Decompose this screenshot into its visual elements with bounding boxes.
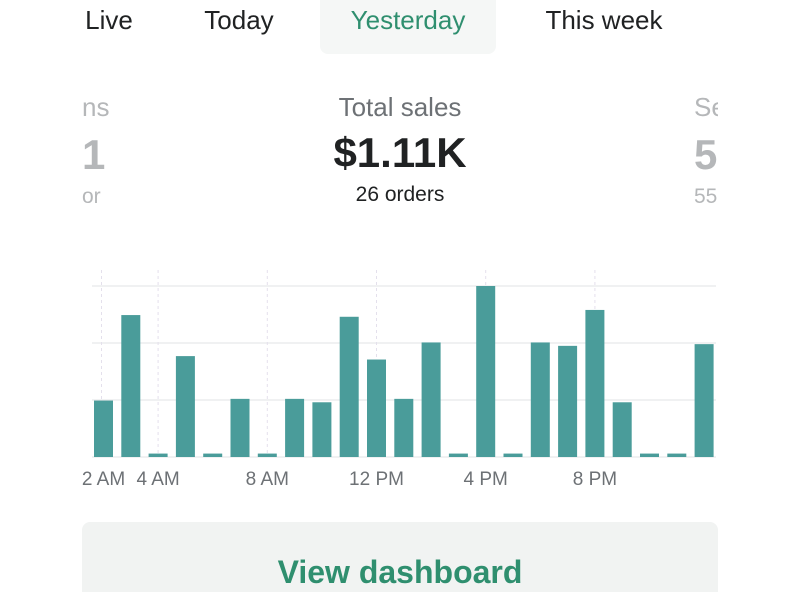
bar-5-pm [503, 453, 523, 457]
total-sales-label: Total sales [338, 92, 462, 122]
x-tick-label-0: 2 AM [82, 469, 125, 490]
x-tick-label-2: 8 AM [246, 469, 289, 490]
bar-11-pm [667, 453, 687, 457]
stat-right-sub: 55 [694, 185, 718, 208]
bar-8-am [257, 453, 277, 457]
bar-6-pm [530, 342, 550, 457]
tab-this-week[interactable]: This week [545, 5, 663, 35]
bar-7-pm [558, 345, 578, 457]
bar-11-am [339, 316, 359, 457]
bar-10-pm [640, 453, 659, 457]
bar-1-pm [394, 398, 414, 457]
bar-5-am [175, 356, 195, 457]
x-tick-label-3: 12 PM [349, 469, 404, 490]
bar-6-am [203, 453, 223, 457]
bar-2-pm [421, 342, 441, 457]
sales-bar-chart: 2 AM 4 AM 8 AM 12 PM 4 PM 8 PM [82, 270, 716, 490]
stat-total-sales[interactable]: Total sales $1.11K 26 orders [280, 92, 520, 207]
bar-2-am [94, 400, 113, 457]
sales-chart: 2 AM 4 AM 8 AM 12 PM 4 PM 8 PM [0, 240, 800, 500]
bar-4-am [148, 453, 168, 457]
x-tick-label-5: 8 PM [573, 469, 617, 490]
bar-3-pm [448, 453, 468, 457]
x-tick-label-1: 4 AM [136, 469, 179, 490]
tab-live[interactable]: Live [85, 5, 133, 35]
stat-right-value: 5 [694, 131, 718, 178]
bar-9-pm [612, 402, 632, 457]
total-sales-value: $1.11K [333, 129, 467, 176]
bar-9-am [285, 398, 305, 457]
stat-right-partial[interactable]: Se 5 55 [694, 92, 718, 209]
bar-3-am [121, 315, 141, 457]
bar-12-pm [367, 359, 386, 457]
bar-8-pm [585, 309, 605, 457]
bar-10-am [312, 402, 332, 457]
view-dashboard-button[interactable]: View dashboard [82, 522, 718, 592]
stat-left-label: ns [82, 92, 110, 122]
stat-left-value: 1 [82, 131, 106, 178]
bar-7-am [230, 398, 250, 457]
tab-yesterday[interactable]: Yesterday [320, 0, 496, 54]
bar-4-pm [476, 286, 496, 457]
tab-today[interactable]: Today [204, 5, 274, 35]
bar-12-am [694, 344, 714, 457]
view-dashboard-label: View dashboard [277, 554, 523, 590]
x-tick-label-4: 4 PM [464, 469, 508, 490]
time-range-tabs: Live Today Yesterday This week [0, 0, 800, 56]
stat-left-sub: or [82, 185, 101, 208]
stat-right-label: Se [694, 92, 718, 122]
stat-left-partial[interactable]: ns 1 or [82, 92, 112, 209]
orders-count: 26 orders [355, 183, 445, 206]
